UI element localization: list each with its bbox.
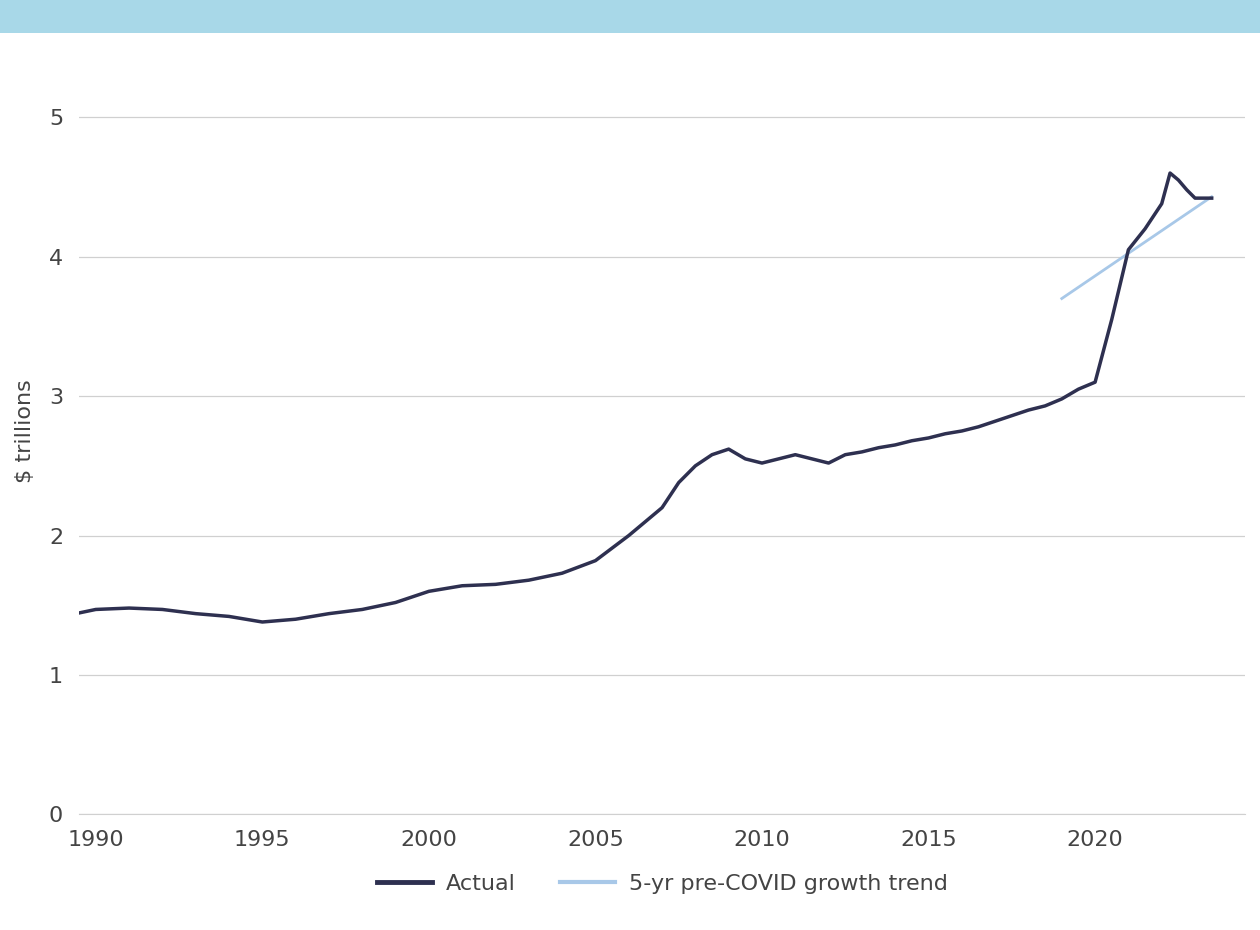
Y-axis label: $ trillions: $ trillions: [15, 379, 35, 483]
Legend: Actual, 5-yr pre-COVID growth trend: Actual, 5-yr pre-COVID growth trend: [368, 865, 956, 903]
